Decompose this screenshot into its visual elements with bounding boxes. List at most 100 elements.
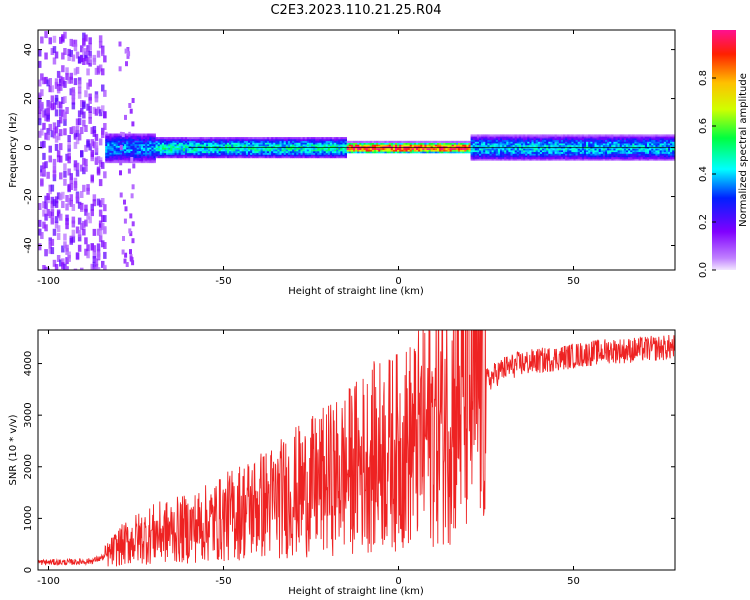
heatmap-cell [623, 144, 627, 147]
heatmap-cell [88, 143, 92, 151]
heatmap-cell [306, 149, 310, 152]
heatmap-cell [458, 147, 461, 150]
heatmap-cell [594, 134, 597, 137]
heatmap-cell [565, 155, 568, 158]
heatmap-cell [96, 67, 101, 75]
heatmap-cell [113, 157, 116, 160]
heatmap-cell [497, 158, 501, 161]
heatmap-cell [332, 156, 335, 159]
heatmap-cell [84, 158, 88, 166]
heatmap-cell [529, 134, 532, 137]
heatmap-cell [594, 151, 597, 154]
heatmap-cell [443, 140, 446, 143]
heatmap-cell [296, 142, 299, 145]
heatmap-cell [602, 139, 606, 142]
heatmap-cell [75, 193, 80, 201]
heatmap-cell [640, 151, 644, 154]
heatmap-cell [649, 148, 652, 151]
heatmap-cell [600, 155, 604, 158]
heatmap-cell [621, 153, 625, 156]
heatmap-cell [449, 144, 452, 147]
heatmap-cell [153, 135, 156, 138]
heatmap-cell [474, 141, 478, 144]
heatmap-cell [644, 148, 648, 151]
heatmap-cell [61, 109, 65, 117]
heatmap-cell [239, 150, 242, 154]
heatmap-cell [443, 151, 446, 154]
heatmap-cell [573, 158, 576, 161]
heatmap-cell [388, 147, 392, 150]
heatmap-cell [252, 145, 255, 148]
heatmap-cell [634, 143, 637, 146]
heatmap-cell [262, 149, 266, 152]
heatmap-cell [558, 155, 562, 158]
heatmap-cell [138, 147, 142, 150]
heatmap-cell [111, 138, 114, 141]
heatmap-cell [178, 150, 182, 154]
heatmap-cell [521, 151, 524, 154]
heatmap-cell [506, 137, 509, 141]
heatmap-cell [145, 133, 148, 136]
heatmap-cell [113, 140, 116, 143]
heatmap-cell [571, 136, 574, 139]
heatmap-cell [661, 143, 665, 146]
heatmap-cell [128, 147, 131, 150]
heatmap-cell [413, 151, 417, 154]
heatmap-cell [575, 134, 578, 137]
heatmap-cell [605, 144, 608, 147]
heatmap-cell [71, 54, 76, 62]
heatmap-cell [590, 151, 593, 154]
heatmap-cell [155, 156, 158, 159]
heatmap-cell [565, 158, 568, 161]
heatmap-cell [573, 137, 576, 141]
heatmap-cell [529, 156, 532, 159]
heatmap-cell [623, 153, 627, 156]
heatmap-cell [164, 142, 167, 145]
heatmap-cell [350, 146, 354, 149]
heatmap-cell [575, 156, 578, 159]
heatmap-cell [178, 152, 182, 155]
heatmap-cell [502, 136, 505, 139]
heatmap-cell [634, 153, 637, 156]
heatmap-cell [508, 143, 511, 146]
heatmap-cell [118, 66, 122, 72]
heatmap-cell [670, 143, 673, 146]
heatmap-cell [254, 142, 257, 145]
heatmap-cell [168, 149, 171, 152]
heatmap-cell [544, 141, 547, 144]
heatmap-cell [271, 137, 274, 140]
heatmap-cell [613, 134, 616, 137]
heatmap-cell [107, 147, 110, 150]
heatmap-cell [38, 94, 42, 102]
heatmap-cell [101, 84, 105, 92]
heatmap-cell [252, 150, 255, 154]
heatmap-cell [594, 139, 597, 142]
heatmap-cell [111, 154, 114, 157]
heatmap-cell [264, 144, 268, 147]
heatmap-cell [617, 141, 620, 144]
heatmap-cell [254, 137, 257, 140]
heatmap-cell [92, 267, 97, 270]
heatmap-cell [115, 157, 119, 160]
heatmap-cell [558, 149, 562, 153]
heatmap-cell [260, 142, 263, 145]
heatmap-cell [636, 158, 639, 161]
heatmap-cell [294, 140, 297, 143]
heatmap-cell [638, 151, 641, 154]
heatmap-cell [447, 140, 450, 143]
heatmap-cell [592, 151, 595, 154]
heatmap-cell [130, 143, 133, 146]
heatmap-cell [470, 156, 473, 159]
heatmap-cell [460, 149, 463, 152]
heatmap-cell [365, 142, 368, 145]
heatmap-cell [266, 144, 270, 147]
heatmap-cell [172, 150, 175, 154]
heatmap-cell [632, 148, 635, 151]
heatmap-cell [151, 138, 154, 141]
heatmap-cell [455, 142, 459, 145]
heatmap-cell [668, 149, 671, 153]
heatmap-cell [40, 102, 44, 110]
heatmap-cell [311, 149, 314, 152]
heatmap-cell [182, 144, 186, 147]
heatmap-cell [586, 134, 589, 137]
